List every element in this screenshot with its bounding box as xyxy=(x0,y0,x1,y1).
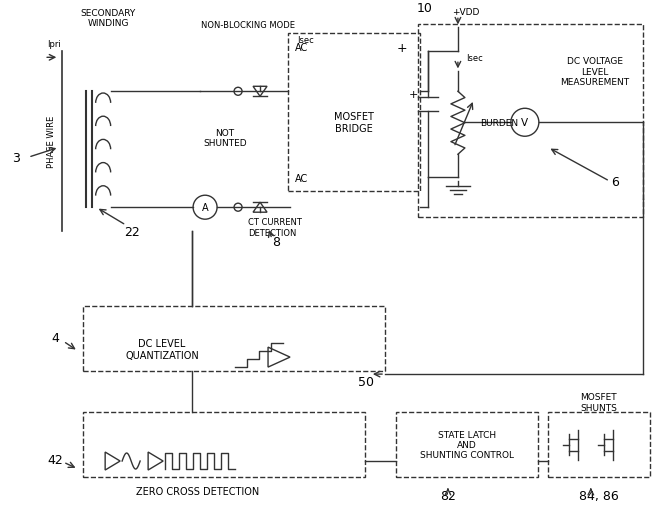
Text: 42: 42 xyxy=(47,453,63,466)
Text: 3: 3 xyxy=(12,152,20,164)
Text: 10: 10 xyxy=(417,2,433,15)
Text: +VDD: +VDD xyxy=(452,8,480,17)
Text: 84, 86: 84, 86 xyxy=(579,489,619,501)
Text: SECONDARY
WINDING: SECONDARY WINDING xyxy=(81,9,136,28)
Text: DC LEVEL
QUANTIZATION: DC LEVEL QUANTIZATION xyxy=(125,338,199,360)
Text: MOSFET
BRIDGE: MOSFET BRIDGE xyxy=(334,112,374,134)
Circle shape xyxy=(193,196,217,220)
Text: NOT
SHUNTED: NOT SHUNTED xyxy=(203,128,247,148)
Bar xyxy=(418,25,643,218)
Bar xyxy=(548,412,650,477)
Text: AC: AC xyxy=(295,43,309,53)
Bar xyxy=(288,34,420,192)
Circle shape xyxy=(511,109,539,137)
Bar xyxy=(396,412,538,477)
Text: +: + xyxy=(397,42,407,54)
Polygon shape xyxy=(105,452,120,470)
Text: 82: 82 xyxy=(440,489,456,501)
Text: 6: 6 xyxy=(611,176,619,188)
Text: ZERO CROSS DETECTION: ZERO CROSS DETECTION xyxy=(136,486,260,496)
Circle shape xyxy=(234,204,242,212)
Text: A: A xyxy=(202,203,208,213)
Text: Ipri: Ipri xyxy=(47,40,61,49)
Circle shape xyxy=(234,88,242,96)
Bar xyxy=(84,412,365,477)
Polygon shape xyxy=(253,203,267,213)
Polygon shape xyxy=(253,87,267,97)
Text: Isec: Isec xyxy=(297,36,313,45)
Bar xyxy=(84,306,385,372)
Text: STATE LATCH
AND
SHUNTING CONTROL: STATE LATCH AND SHUNTING CONTROL xyxy=(420,430,514,460)
Polygon shape xyxy=(268,348,290,367)
Text: CT CURRENT
DETECTION: CT CURRENT DETECTION xyxy=(248,218,302,237)
Text: 4: 4 xyxy=(51,331,59,344)
Polygon shape xyxy=(148,452,163,470)
Text: +: + xyxy=(409,90,419,100)
Text: NON-BLOCKING MODE: NON-BLOCKING MODE xyxy=(201,21,295,30)
Text: AC: AC xyxy=(295,174,309,184)
Text: 50: 50 xyxy=(358,375,374,388)
Text: PHASE WIRE: PHASE WIRE xyxy=(47,116,55,168)
Text: DC VOLTAGE
LEVEL
MEASUREMENT: DC VOLTAGE LEVEL MEASUREMENT xyxy=(560,58,629,87)
Text: MOSFET
SHUNTS: MOSFET SHUNTS xyxy=(580,392,617,412)
Text: Isec: Isec xyxy=(466,53,483,63)
Text: V: V xyxy=(521,118,528,128)
Text: 8: 8 xyxy=(272,235,280,248)
Text: BURDEN: BURDEN xyxy=(480,119,518,128)
Text: 22: 22 xyxy=(124,225,140,238)
